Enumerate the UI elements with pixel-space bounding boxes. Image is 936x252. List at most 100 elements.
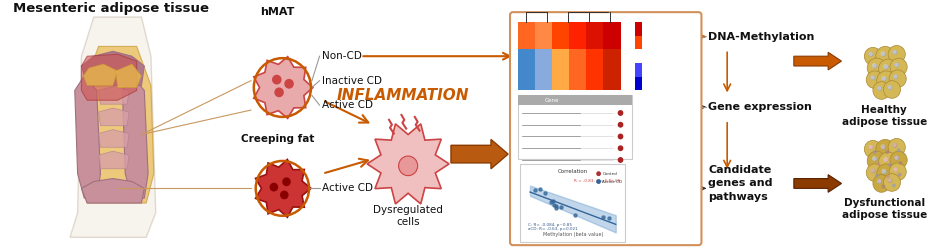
Circle shape xyxy=(884,157,888,162)
Circle shape xyxy=(870,75,875,80)
Circle shape xyxy=(872,156,877,162)
Circle shape xyxy=(867,58,886,78)
Point xyxy=(546,203,561,207)
Circle shape xyxy=(881,52,885,57)
Circle shape xyxy=(864,47,882,65)
Bar xyxy=(635,77,642,90)
Circle shape xyxy=(274,87,284,97)
Circle shape xyxy=(618,122,623,128)
Bar xyxy=(518,95,632,105)
Text: R = -0.83, p = 6.8e-06: R = -0.83, p = 6.8e-06 xyxy=(574,179,621,183)
Bar xyxy=(635,49,642,63)
Bar xyxy=(518,22,534,49)
Bar xyxy=(518,49,534,90)
Circle shape xyxy=(877,71,896,90)
Point xyxy=(601,216,616,220)
Bar xyxy=(604,49,621,90)
FancyArrow shape xyxy=(794,52,841,70)
Circle shape xyxy=(892,50,898,55)
Text: INFLAMMATION: INFLAMMATION xyxy=(337,88,470,103)
Circle shape xyxy=(869,52,873,56)
Polygon shape xyxy=(75,76,100,198)
Circle shape xyxy=(870,168,875,173)
Circle shape xyxy=(886,175,890,179)
Circle shape xyxy=(887,178,892,183)
Circle shape xyxy=(884,65,888,69)
Polygon shape xyxy=(116,64,141,87)
Circle shape xyxy=(887,178,892,182)
Circle shape xyxy=(888,45,905,63)
Text: Active CD: Active CD xyxy=(322,183,373,193)
Circle shape xyxy=(884,81,900,98)
Text: DNA-Methylation: DNA-Methylation xyxy=(709,32,814,42)
Circle shape xyxy=(882,169,886,174)
Bar xyxy=(552,22,569,49)
Point xyxy=(595,215,610,219)
Circle shape xyxy=(866,164,884,181)
Circle shape xyxy=(892,50,897,54)
Circle shape xyxy=(899,161,902,165)
Circle shape xyxy=(280,191,288,199)
Circle shape xyxy=(892,183,896,187)
Point xyxy=(568,213,583,217)
Circle shape xyxy=(618,145,623,151)
Circle shape xyxy=(618,110,623,116)
Point xyxy=(548,204,563,208)
Text: Active CD: Active CD xyxy=(603,179,622,183)
Polygon shape xyxy=(256,160,311,217)
Text: Non-CD: Non-CD xyxy=(322,51,362,61)
Circle shape xyxy=(873,150,877,154)
Circle shape xyxy=(877,164,896,183)
Circle shape xyxy=(882,76,886,81)
Circle shape xyxy=(869,145,873,150)
Point xyxy=(544,200,559,204)
Polygon shape xyxy=(98,86,129,104)
Text: Candidate
genes and
pathways: Candidate genes and pathways xyxy=(709,165,772,202)
Circle shape xyxy=(879,59,898,79)
Circle shape xyxy=(877,179,882,184)
Bar xyxy=(604,22,621,49)
Bar xyxy=(635,22,642,36)
Circle shape xyxy=(888,163,892,167)
Circle shape xyxy=(876,139,895,159)
Circle shape xyxy=(869,52,873,57)
Circle shape xyxy=(894,62,899,68)
Circle shape xyxy=(877,86,882,90)
Bar xyxy=(520,164,625,242)
Point xyxy=(538,191,553,195)
Polygon shape xyxy=(254,57,313,118)
Text: C: R= -0.084, p~0.85
aCD: R= -0.63, p=0.021: C: R= -0.084, p~0.85 aCD: R= -0.63, p=0.… xyxy=(528,223,578,231)
Polygon shape xyxy=(70,17,155,237)
Circle shape xyxy=(894,62,899,67)
Circle shape xyxy=(870,75,875,80)
Bar xyxy=(534,49,552,90)
Point xyxy=(548,206,563,210)
Circle shape xyxy=(399,156,417,176)
Polygon shape xyxy=(98,108,129,126)
Polygon shape xyxy=(123,76,148,198)
Circle shape xyxy=(894,155,899,160)
Point xyxy=(527,188,542,192)
Text: Gene: Gene xyxy=(545,98,559,103)
Text: Active CD: Active CD xyxy=(322,100,373,110)
Circle shape xyxy=(864,140,882,158)
Circle shape xyxy=(877,162,881,166)
Text: Dysregulated
cells: Dysregulated cells xyxy=(373,205,443,227)
Circle shape xyxy=(887,85,892,89)
Circle shape xyxy=(270,183,278,192)
Circle shape xyxy=(879,152,898,172)
Polygon shape xyxy=(81,179,144,203)
Circle shape xyxy=(893,167,898,172)
Circle shape xyxy=(884,158,888,163)
Point xyxy=(545,199,560,203)
Circle shape xyxy=(894,155,899,161)
Point xyxy=(553,205,568,209)
Circle shape xyxy=(897,148,900,152)
Bar xyxy=(552,49,569,90)
Text: Inactive CD: Inactive CD xyxy=(322,76,383,86)
Circle shape xyxy=(873,175,890,192)
Circle shape xyxy=(892,143,898,148)
Polygon shape xyxy=(80,46,154,203)
Circle shape xyxy=(889,70,906,87)
Circle shape xyxy=(881,144,885,149)
